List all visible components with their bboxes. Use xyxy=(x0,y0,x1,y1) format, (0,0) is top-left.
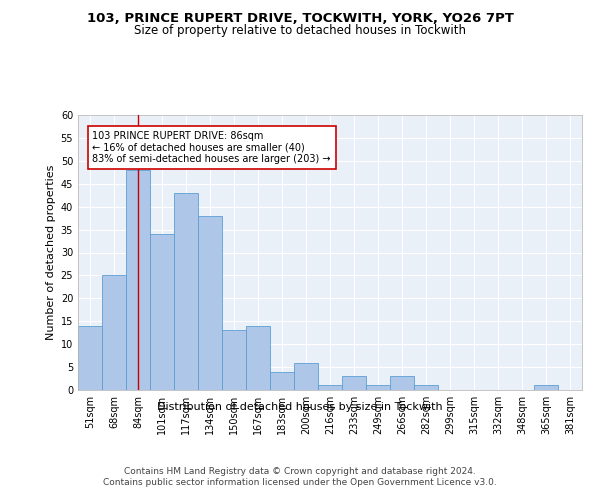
Bar xyxy=(390,376,414,390)
Bar xyxy=(222,330,246,390)
Text: 103 PRINCE RUPERT DRIVE: 86sqm
← 16% of detached houses are smaller (40)
83% of : 103 PRINCE RUPERT DRIVE: 86sqm ← 16% of … xyxy=(92,131,331,164)
Bar xyxy=(270,372,294,390)
Text: Size of property relative to detached houses in Tockwith: Size of property relative to detached ho… xyxy=(134,24,466,37)
Bar xyxy=(102,276,126,390)
Bar xyxy=(126,170,150,390)
Bar xyxy=(246,326,270,390)
Bar xyxy=(150,234,174,390)
Text: 103, PRINCE RUPERT DRIVE, TOCKWITH, YORK, YO26 7PT: 103, PRINCE RUPERT DRIVE, TOCKWITH, YORK… xyxy=(86,12,514,26)
Bar xyxy=(198,216,222,390)
Bar xyxy=(294,362,318,390)
Text: Contains HM Land Registry data © Crown copyright and database right 2024.
Contai: Contains HM Land Registry data © Crown c… xyxy=(103,468,497,487)
Bar xyxy=(342,376,366,390)
Bar xyxy=(414,386,438,390)
Bar xyxy=(78,326,102,390)
Bar xyxy=(534,386,558,390)
Y-axis label: Number of detached properties: Number of detached properties xyxy=(46,165,56,340)
Bar xyxy=(366,386,390,390)
Bar xyxy=(174,193,198,390)
Text: Distribution of detached houses by size in Tockwith: Distribution of detached houses by size … xyxy=(157,402,443,412)
Bar xyxy=(318,386,342,390)
